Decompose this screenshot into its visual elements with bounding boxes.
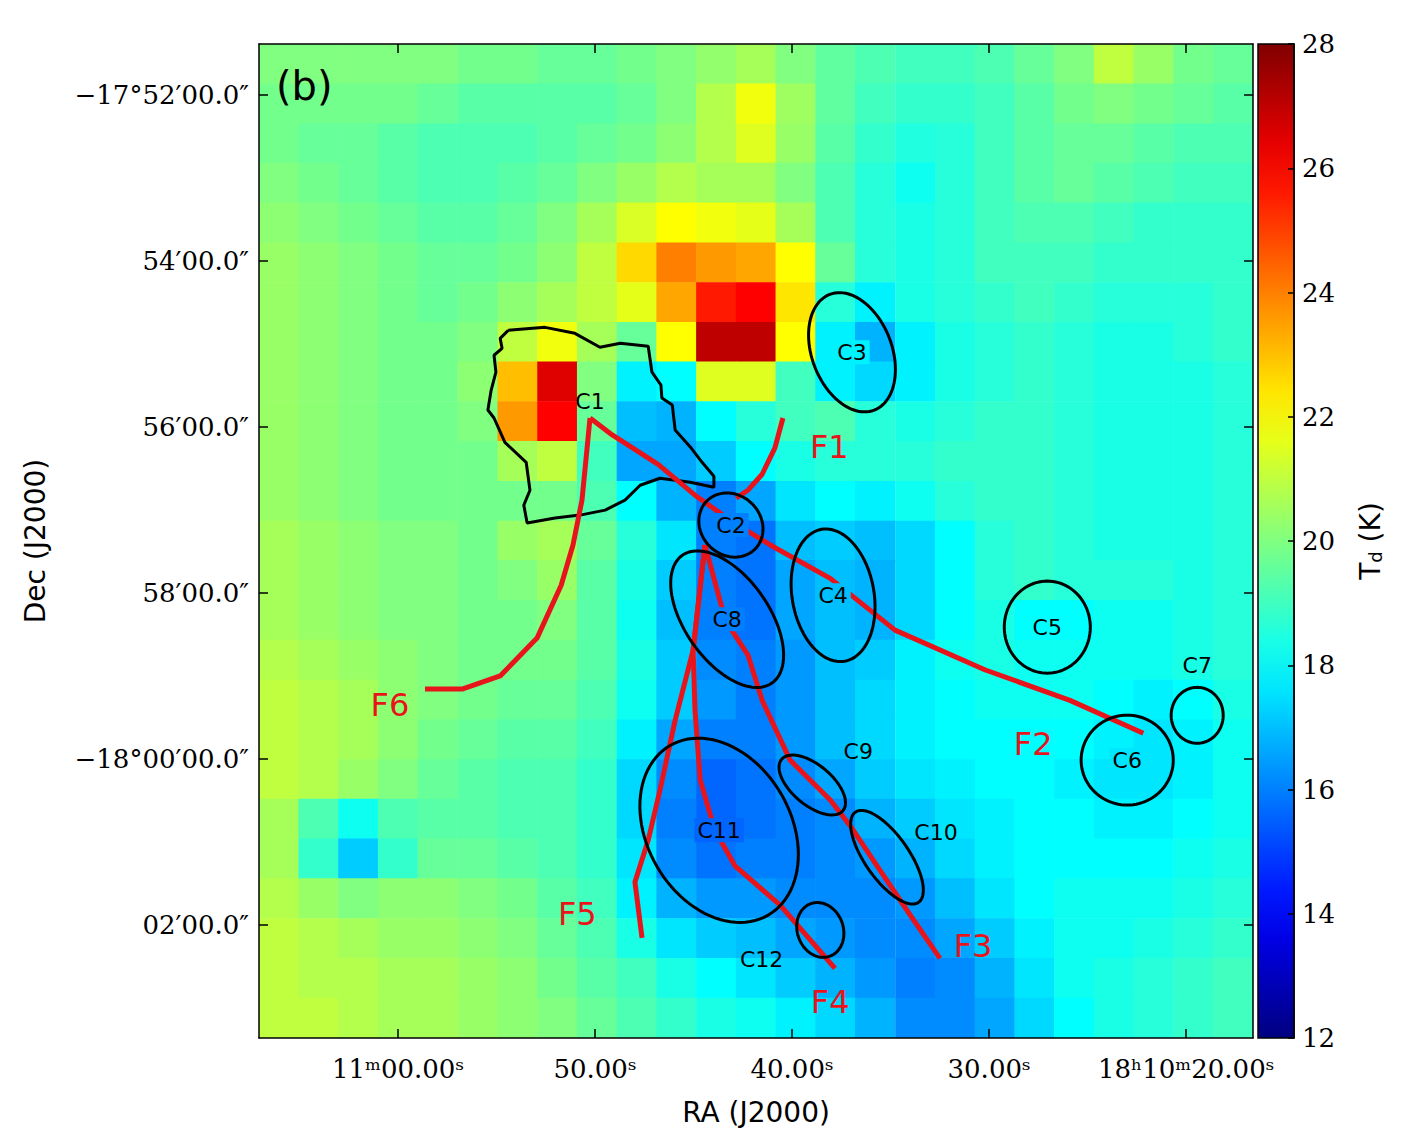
svg-text:54′00.0″: 54′00.0″ [142, 246, 249, 276]
svg-text:11ᵐ00.00ˢ: 11ᵐ00.00ˢ [332, 1054, 464, 1084]
svg-text:C1: C1 [575, 389, 604, 414]
svg-text:16: 16 [1302, 775, 1335, 805]
svg-text:C12: C12 [740, 947, 783, 972]
svg-text:F4: F4 [811, 983, 850, 1021]
svg-text:14: 14 [1302, 899, 1335, 929]
svg-text:30.00ˢ: 30.00ˢ [948, 1054, 1031, 1084]
svg-text:F3: F3 [954, 927, 993, 965]
svg-text:40.00ˢ: 40.00ˢ [750, 1054, 833, 1084]
svg-text:(b): (b) [276, 63, 333, 109]
svg-text:58′00.0″: 58′00.0″ [142, 578, 249, 608]
svg-text:C11: C11 [697, 818, 740, 843]
svg-text:C8: C8 [712, 607, 741, 632]
svg-text:F6: F6 [371, 686, 410, 724]
svg-text:(K): (K) [1354, 502, 1387, 551]
svg-text:T: T [1354, 562, 1387, 581]
svg-text:F2: F2 [1014, 725, 1053, 763]
svg-text:26: 26 [1302, 153, 1335, 183]
svg-text:C4: C4 [818, 583, 847, 608]
svg-text:RA (J2000): RA (J2000) [682, 1096, 830, 1129]
svg-text:28: 28 [1302, 29, 1335, 59]
svg-text:18: 18 [1302, 650, 1335, 680]
svg-text:C7: C7 [1183, 653, 1212, 678]
svg-text:C10: C10 [914, 820, 957, 845]
svg-text:24: 24 [1302, 278, 1335, 308]
svg-text:−18°00′00.0″: −18°00′00.0″ [75, 744, 250, 774]
svg-text:22: 22 [1302, 402, 1335, 432]
svg-text:F5: F5 [558, 895, 597, 933]
svg-text:Dec (J2000): Dec (J2000) [19, 459, 52, 623]
svg-text:12: 12 [1302, 1023, 1335, 1053]
svg-text:C9: C9 [844, 739, 873, 764]
svg-text:56′00.0″: 56′00.0″ [142, 412, 249, 442]
svg-text:18ʰ10ᵐ20.00ˢ: 18ʰ10ᵐ20.00ˢ [1098, 1054, 1275, 1084]
svg-text:C3: C3 [837, 340, 866, 365]
svg-text:C5: C5 [1033, 615, 1062, 640]
svg-text:d: d [1365, 551, 1386, 562]
svg-text:02′00.0″: 02′00.0″ [142, 910, 249, 940]
svg-text:C6: C6 [1113, 748, 1142, 773]
svg-text:20: 20 [1302, 526, 1335, 556]
svg-text:50.00ˢ: 50.00ˢ [553, 1054, 636, 1084]
svg-text:−17°52′00.0″: −17°52′00.0″ [75, 80, 250, 110]
svg-text:F1: F1 [810, 428, 849, 466]
svg-text:C2: C2 [716, 513, 745, 538]
